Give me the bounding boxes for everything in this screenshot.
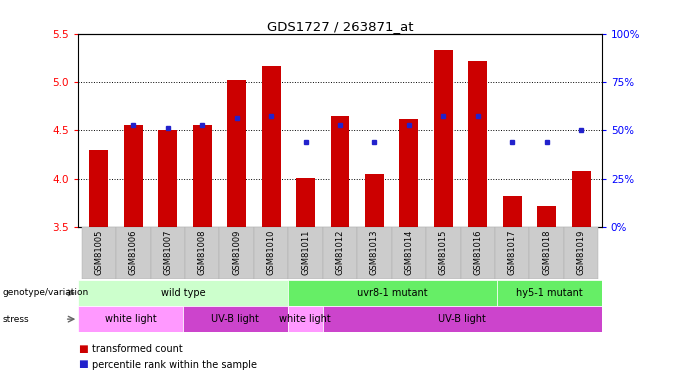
Text: GSM81016: GSM81016 (473, 230, 482, 275)
Bar (530, 227, 564, 279)
Text: white light: white light (279, 314, 331, 324)
Bar (365, 174, 384, 227)
Text: GSM81006: GSM81006 (129, 230, 138, 275)
Bar (426, 227, 460, 279)
Text: percentile rank within the sample: percentile rank within the sample (92, 360, 257, 369)
Bar (323, 227, 357, 279)
Bar (78, 280, 288, 306)
Text: UV-B light: UV-B light (438, 314, 486, 324)
Text: hy5-1 mutant: hy5-1 mutant (516, 288, 583, 298)
Text: GSM81018: GSM81018 (542, 230, 551, 275)
Bar (150, 227, 185, 279)
Text: UV-B light: UV-B light (211, 314, 259, 324)
Text: GSM81019: GSM81019 (577, 230, 585, 275)
Bar (572, 171, 591, 227)
Bar (82, 227, 116, 279)
Title: GDS1727 / 263871_at: GDS1727 / 263871_at (267, 20, 413, 33)
Text: ■: ■ (78, 360, 88, 369)
Text: GSM81014: GSM81014 (405, 230, 413, 275)
Bar (288, 227, 323, 279)
Bar (434, 50, 453, 227)
Bar (460, 227, 495, 279)
Bar (357, 227, 392, 279)
Bar (537, 206, 556, 227)
Text: uvr8-1 mutant: uvr8-1 mutant (357, 288, 428, 298)
Bar (227, 80, 246, 227)
Text: GSM81017: GSM81017 (508, 230, 517, 275)
Bar (116, 227, 150, 279)
Bar (469, 61, 488, 227)
Text: GSM81008: GSM81008 (198, 230, 207, 275)
Text: GSM81012: GSM81012 (335, 230, 345, 275)
Bar (288, 280, 497, 306)
Text: GSM81013: GSM81013 (370, 230, 379, 275)
Bar (158, 130, 177, 227)
Bar (220, 227, 254, 279)
Bar (399, 119, 418, 227)
Bar (254, 227, 288, 279)
Bar (330, 116, 350, 227)
Text: wild type: wild type (160, 288, 205, 298)
Bar (185, 227, 220, 279)
Bar (288, 306, 322, 332)
Bar (192, 126, 211, 227)
Bar (124, 126, 143, 227)
Text: GSM81009: GSM81009 (232, 230, 241, 275)
Bar (564, 227, 598, 279)
Bar (296, 178, 315, 227)
Bar (503, 196, 522, 227)
Bar (78, 306, 183, 332)
Text: stress: stress (2, 315, 29, 324)
Text: genotype/variation: genotype/variation (2, 288, 88, 297)
Text: ■: ■ (78, 344, 88, 354)
Text: GSM81015: GSM81015 (439, 230, 448, 275)
Text: GSM81007: GSM81007 (163, 230, 172, 275)
Bar (497, 280, 602, 306)
Bar (262, 66, 281, 227)
Text: white light: white light (105, 314, 156, 324)
Bar (322, 306, 602, 332)
Text: GSM81011: GSM81011 (301, 230, 310, 275)
Text: GSM81010: GSM81010 (267, 230, 275, 275)
Bar (392, 227, 426, 279)
Bar (183, 306, 288, 332)
Bar (495, 227, 530, 279)
Text: GSM81005: GSM81005 (95, 230, 103, 275)
Bar (89, 150, 108, 227)
Text: transformed count: transformed count (92, 344, 182, 354)
